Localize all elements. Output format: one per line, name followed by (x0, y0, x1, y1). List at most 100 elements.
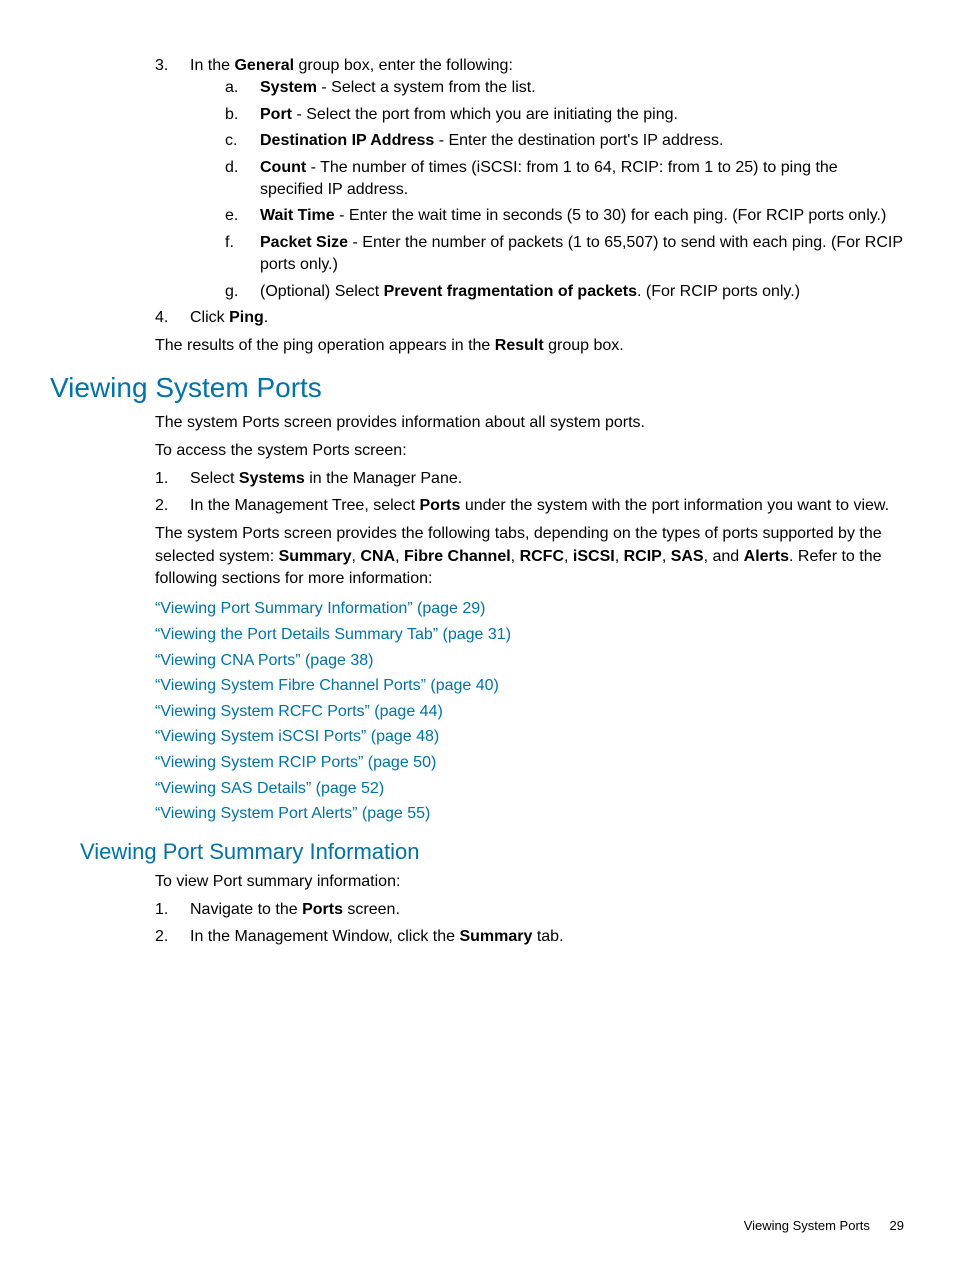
text-bold: Packet Size (260, 234, 348, 251)
text: Click (190, 309, 229, 326)
sub-letter: c. (225, 130, 237, 152)
substep-f: f. Packet Size - Enter the number of pack… (225, 232, 904, 277)
text: . (264, 309, 268, 326)
text: tab. (532, 928, 563, 945)
text-bold: Fibre Channel (404, 548, 511, 565)
text: In the Management Tree, select (190, 497, 419, 514)
sub-letter: d. (225, 157, 238, 179)
step-3: 3. In the General group box, enter the f… (155, 55, 904, 303)
step-number: 2. (155, 926, 168, 948)
result-paragraph: The results of the ping operation appear… (50, 335, 904, 357)
text-bold: iSCSI (573, 548, 615, 565)
text-bold: Ping (229, 309, 264, 326)
access-step-2: 2. In the Management Tree, select Ports … (155, 495, 904, 517)
text: group box. (544, 337, 624, 354)
text-bold: Destination IP Address (260, 132, 434, 149)
step-4: 4. Click Ping. (155, 307, 904, 329)
link-iscsi-ports[interactable]: “Viewing System iSCSI Ports” (page 48) (50, 724, 904, 750)
text: . (For RCIP ports only.) (637, 283, 800, 300)
substep-a: a. System - Select a system from the list… (225, 77, 904, 99)
sub-letter: a. (225, 77, 238, 99)
summary-intro: To view Port summary information: (50, 871, 904, 893)
text: - Enter the wait time in seconds (5 to 3… (335, 207, 887, 224)
link-cna-ports[interactable]: “Viewing CNA Ports” (page 38) (50, 648, 904, 674)
intro-paragraph-2: To access the system Ports screen: (50, 440, 904, 462)
text-bold: Summary (459, 928, 532, 945)
summary-step-1: 1. Navigate to the Ports screen. (155, 899, 904, 921)
text-bold: Summary (279, 548, 352, 565)
text-bold: RCFC (520, 548, 564, 565)
text: In the (190, 57, 234, 74)
text-bold: Systems (239, 470, 305, 487)
text-bold: Port (260, 106, 292, 123)
text: group box, enter the following: (294, 57, 513, 74)
step-number: 3. (155, 55, 168, 77)
substeps: a. System - Select a system from the list… (190, 77, 904, 303)
footer-page-number: 29 (890, 1218, 904, 1233)
link-rcfc-ports[interactable]: “Viewing System RCFC Ports” (page 44) (50, 699, 904, 725)
sub-letter: g. (225, 281, 238, 303)
step-number: 1. (155, 468, 168, 490)
link-rcip-ports[interactable]: “Viewing System RCIP Ports” (page 50) (50, 750, 904, 776)
text-bold: Wait Time (260, 207, 335, 224)
text: Navigate to the (190, 901, 302, 918)
text: In the Management Window, click the (190, 928, 459, 945)
step-list-top: 3. In the General group box, enter the f… (50, 55, 904, 329)
text-bold: CNA (360, 548, 395, 565)
text: , (564, 548, 573, 565)
text-bold: SAS (671, 548, 704, 565)
text-bold: Count (260, 159, 306, 176)
text-bold: Prevent fragmentation of packets (384, 283, 637, 300)
sub-letter: f. (225, 232, 234, 254)
step-number: 4. (155, 307, 168, 329)
access-step-1: 1. Select Systems in the Manager Pane. (155, 468, 904, 490)
text: Select (190, 470, 239, 487)
text: , (662, 548, 671, 565)
link-port-details-summary-tab[interactable]: “Viewing the Port Details Summary Tab” (… (50, 622, 904, 648)
text-bold: Alerts (744, 548, 789, 565)
substep-d: d. Count - The number of times (iSCSI: fr… (225, 157, 904, 202)
text: - Select the port from which you are ini… (292, 106, 678, 123)
intro-paragraph-1: The system Ports screen provides informa… (50, 412, 904, 434)
access-steps: 1. Select Systems in the Manager Pane. 2… (50, 468, 904, 517)
substep-b: b. Port - Select the port from which you … (225, 104, 904, 126)
substep-c: c. Destination IP Address - Enter the des… (225, 130, 904, 152)
sub-letter: e. (225, 205, 238, 227)
page-footer: Viewing System Ports 29 (744, 1218, 904, 1233)
heading-viewing-system-ports: Viewing System Ports (50, 372, 904, 404)
text-bold: Ports (302, 901, 343, 918)
link-port-alerts[interactable]: “Viewing System Port Alerts” (page 55) (50, 801, 904, 827)
text: in the Manager Pane. (305, 470, 462, 487)
text: , (615, 548, 624, 565)
text-bold: General (234, 57, 294, 74)
text: , (395, 548, 404, 565)
text: (Optional) Select (260, 283, 384, 300)
link-fibre-channel-ports[interactable]: “Viewing System Fibre Channel Ports” (pa… (50, 673, 904, 699)
link-port-summary[interactable]: “Viewing Port Summary Information” (page… (50, 596, 904, 622)
summary-step-2: 2. In the Management Window, click the S… (155, 926, 904, 948)
footer-title: Viewing System Ports (744, 1218, 870, 1233)
substep-g: g. (Optional) Select Prevent fragmentatio… (225, 281, 904, 303)
text: , and (704, 548, 744, 565)
substep-e: e. Wait Time - Enter the wait time in sec… (225, 205, 904, 227)
summary-steps: 1. Navigate to the Ports screen. 2. In t… (50, 899, 904, 948)
text: under the system with the port informati… (460, 497, 889, 514)
step-number: 2. (155, 495, 168, 517)
tabs-paragraph: The system Ports screen provides the fol… (50, 523, 904, 590)
step-number: 1. (155, 899, 168, 921)
text: - Enter the number of packets (1 to 65,5… (260, 234, 903, 273)
heading-viewing-port-summary: Viewing Port Summary Information (50, 839, 904, 865)
link-sas-details[interactable]: “Viewing SAS Details” (page 52) (50, 776, 904, 802)
text-bold: Result (495, 337, 544, 354)
text: - Select a system from the list. (317, 79, 536, 96)
text-bold: RCIP (624, 548, 662, 565)
text: screen. (343, 901, 400, 918)
sub-letter: b. (225, 104, 238, 126)
text: - Enter the destination port's IP addres… (434, 132, 723, 149)
text-bold: System (260, 79, 317, 96)
text: , (511, 548, 520, 565)
document-page: 3. In the General group box, enter the f… (50, 55, 904, 948)
text: - The number of times (iSCSI: from 1 to … (260, 159, 838, 198)
text-bold: Ports (419, 497, 460, 514)
text: The results of the ping operation appear… (155, 337, 495, 354)
